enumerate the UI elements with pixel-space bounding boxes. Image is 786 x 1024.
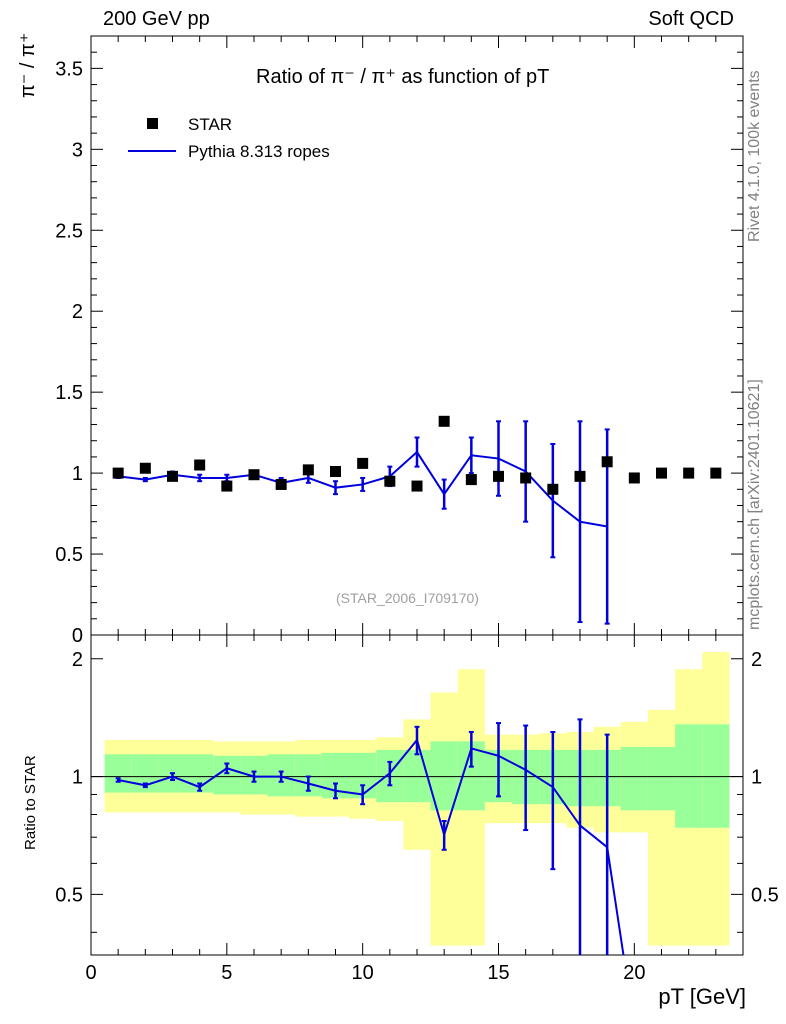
main-y-tick-label: 1 [72,463,83,485]
band-inner-bin [430,741,458,811]
star-data-point [438,415,450,427]
star-data-point [248,469,260,481]
band-inner-bin [702,724,730,828]
main-marks [112,415,722,625]
header-right: Soft QCD [648,8,734,30]
ratio-y-tick-label: 2 [72,649,83,671]
main-y-tick-label: 1.5 [55,382,83,404]
ratio-y-tick-label-right: 2 [751,649,762,671]
ratio-marks [115,718,625,956]
main-y-tick-label: 3 [72,139,83,161]
x-axis-title: pT [GeV] [658,984,746,1009]
main-title: Ratio of π⁻ / π⁺ as function of pT [256,66,550,88]
star-data-point [601,456,613,468]
star-data-point [683,467,695,479]
x-tick-label: 20 [623,962,645,984]
ratio-y-tick-label: 1 [72,767,83,789]
star-data-point [139,462,151,474]
band-inner-bin [403,749,431,803]
star-data-point [112,467,124,479]
star-data-point [194,459,206,471]
star-data-point [547,483,559,495]
legend-mc-label: Pythia 8.313 ropes [188,142,330,161]
legend: STAR Pythia 8.313 ropes [128,115,330,161]
band-outer-bin [647,709,676,946]
ratio-y-axis-title: Ratio to STAR [22,755,39,850]
star-data-point [411,480,423,492]
star-data-point [357,457,369,469]
x-tick-label: 0 [85,962,96,984]
star-data-point [221,480,233,492]
ratio-bands [104,652,730,946]
x-tick-label: 5 [221,962,232,984]
star-data-point [465,474,477,486]
ratio-y-tick-label-right: 1 [751,767,762,789]
ratio-frame: 0.5 0.51 12 20 5 10 15 20 [55,634,779,984]
legend-star-label: STAR [188,115,232,134]
ratio-y-tick-label-right: 0.5 [751,884,779,906]
star-data-point [330,465,341,477]
ratio-y-tick-label: 0.5 [55,884,83,906]
star-data-point [275,478,287,490]
main-y-axis-title: π⁻ / π⁺ [17,32,39,98]
legend-star-marker [147,118,158,129]
main-y-tick-label: 2 [72,301,83,323]
star-data-point [574,470,586,482]
star-data-point [656,467,667,479]
main-y-tick-label: 0 [72,625,83,647]
star-data-point [302,464,314,476]
band-inner-bin [620,747,648,811]
main-y-tick-label: 0.5 [55,544,83,566]
band-inner-bin [675,724,703,828]
main-frame: 0 0.5 1 1.5 2 2.5 3 3.5 [55,35,744,647]
mcplots-label: mcplots.cern.ch [arXiv:2401.10621] [746,379,763,630]
x-tick-label: 15 [487,962,509,984]
star-data-point [493,470,504,482]
main-y-tick-label: 2.5 [55,220,83,242]
rivet-version-label: Rivet 4.1.0, 100k events [746,70,763,242]
star-data-point [628,472,640,484]
star-data-point [167,470,178,482]
band-outer-bin [430,692,458,946]
ratio-mc-line [117,737,625,956]
band-inner-bin [104,754,132,793]
main-y-tick-label: 3.5 [55,58,83,80]
star-data-point [384,475,396,487]
star-data-point [710,467,722,479]
reference-label: (STAR_2006_I709170) [336,590,479,606]
star-data-point [520,472,532,484]
header-left: 200 GeV pp [103,8,210,30]
x-tick-label: 10 [352,962,374,984]
band-inner-bin [647,747,676,811]
